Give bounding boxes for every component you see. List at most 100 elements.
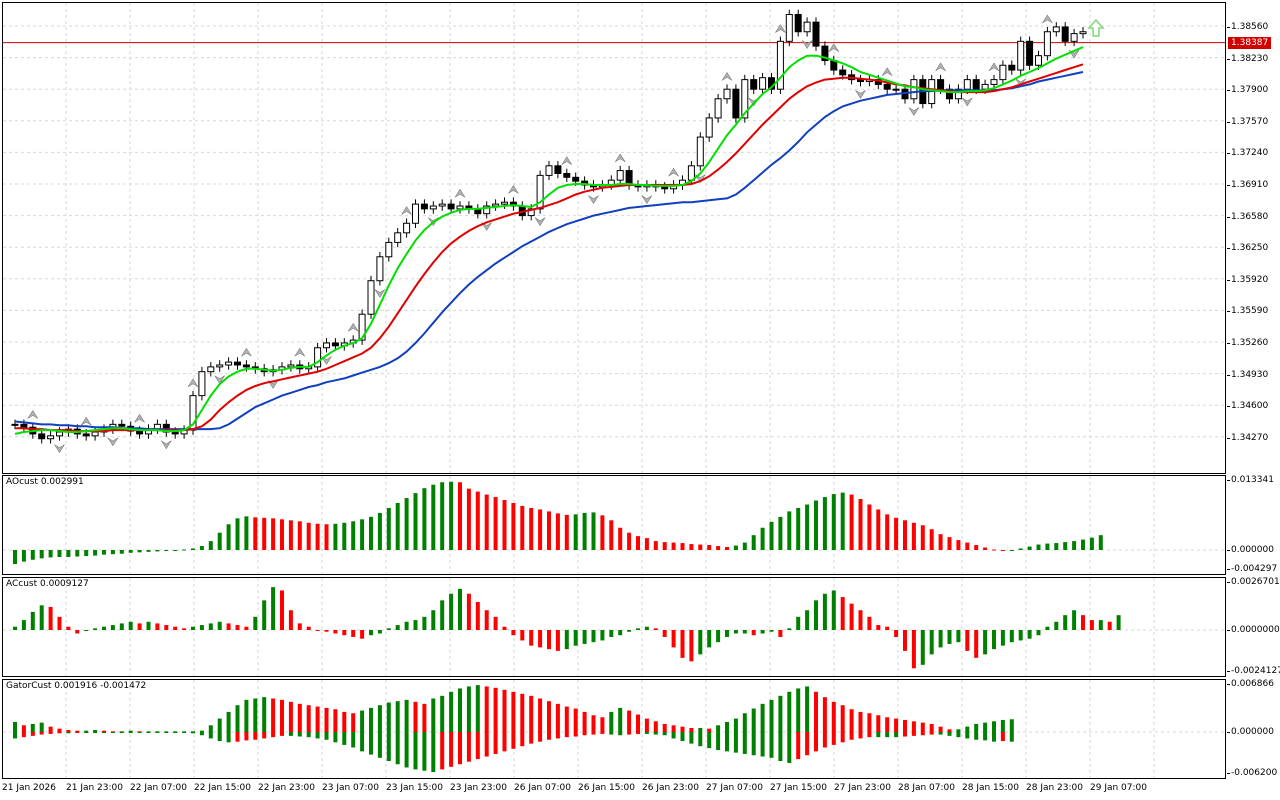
price-chart-pane[interactable] [2,2,1226,474]
fractal-down-marker [908,107,920,117]
gator-upper-bar [938,726,943,732]
histogram-bar [840,492,845,550]
candle-body [118,423,126,427]
gator-upper-bar [128,730,133,732]
histogram-bar [369,516,373,550]
fractal-up-marker [614,153,626,163]
candle-body [732,88,740,119]
histogram-bar [778,516,783,550]
candle-body [794,14,802,33]
histogram-bar [1036,544,1041,550]
gator-lower-bar [413,732,418,770]
price-scale-label: 1.37570 [1226,116,1269,127]
gator-upper-bar [564,706,569,732]
histogram-bar [903,630,907,651]
ao-histogram [3,476,1225,574]
histogram-bar [938,630,943,648]
candle-body [47,435,55,440]
histogram-bar [306,522,311,550]
histogram-bar [769,630,774,632]
time-axis-label: 27 Jan 23:00 [834,783,891,793]
gator-lower-bar [128,732,133,733]
candle-body [776,40,784,90]
histogram-bar [262,517,267,550]
time-axis-label: 22 Jan 15:00 [194,783,251,793]
histogram-bar [244,626,249,630]
histogram-bar [938,534,943,550]
fractal-up-marker [80,416,92,426]
gator-lower-bar [867,732,872,738]
histogram-bar [84,630,89,631]
histogram-bar [182,628,187,630]
gator-lower-bar [271,732,276,738]
price-scale[interactable]: 1.38560 1.38230 1.37900 1.37570 1.37240 1.369… [1226,2,1280,474]
ao-indicator-pane[interactable]: AOcust 0.002991 [2,475,1226,575]
histogram-bar [760,527,765,550]
histogram-bar [885,514,890,550]
histogram-bar [13,626,17,630]
histogram-bar [769,521,774,550]
histogram-bar [1009,550,1014,551]
histogram-bar [217,532,222,550]
gator-lower-bar [618,732,623,736]
gator-lower-bar [956,732,961,738]
candle-body [483,205,491,215]
gator-lower-bar [191,732,195,734]
candle-body [11,423,19,426]
current-price-tag: 1.38387 [1228,37,1272,49]
candle-body [812,21,820,47]
histogram-bar [342,522,347,550]
histogram-bar [155,550,160,552]
time-axis-label: 21 Jan 2026 [2,783,56,793]
gator-lower-bar [342,732,347,745]
histogram-bar [1036,630,1041,636]
price-chart-canvas[interactable] [3,3,1225,473]
gator-upper-bar [618,707,623,732]
histogram-bar [1089,620,1094,630]
candle-body [20,423,28,428]
histogram-bar [182,549,187,551]
histogram-bar [39,605,44,630]
histogram-bar [529,630,534,646]
fractal-up-marker [988,62,1000,72]
gator-lower-bar [627,732,632,735]
gator-indicator-pane[interactable]: GatorCust 0.001916 -0.001472 [2,679,1226,779]
price-scale-label: 1.34600 [1226,401,1269,412]
gator-upper-bar [751,708,756,732]
gator-upper-bar [876,715,881,732]
gator-upper-bar [956,729,961,732]
gator-upper-bar [698,727,703,732]
fractal-down-marker [641,195,653,205]
time-axis[interactable]: 21 Jan 2026 21 Jan 23:00 22 Jan 07:00 22 Ja… [2,780,1226,798]
candle-body [314,347,322,368]
histogram-bar [440,482,445,550]
candle-body [750,79,758,90]
histogram-bar [965,630,970,651]
histogram-bar [271,587,276,630]
ac-scale-label: 0.0000000 [1227,625,1280,635]
gator-upper-bar [333,709,338,732]
histogram-bar [796,616,801,630]
candle-body [412,203,419,224]
alligator-jaw-line [14,71,1084,431]
histogram-bar [716,546,721,550]
gator-lower-bar [849,732,854,740]
histogram-bar [956,540,961,550]
gator-upper-bar [119,731,124,733]
ac-indicator-pane[interactable]: ACcust 0.0009127 [2,577,1226,677]
gator-lower-bar [288,732,293,736]
candle-body [625,170,633,186]
candle-body [136,430,144,435]
gator-lower-bar [146,732,151,733]
histogram-bar [947,630,952,644]
histogram-bar [840,597,845,630]
gator-upper-bar [787,691,792,732]
gator-upper-bar [351,713,356,732]
gator-lower-bar [431,732,436,772]
histogram-bar [377,512,382,550]
gator-lower-bar [244,732,249,741]
ac-indicator-label: ACcust 0.0009127 [6,579,89,589]
gator-upper-bar [894,718,899,732]
histogram-bar [867,616,872,630]
candle-body [999,64,1007,81]
